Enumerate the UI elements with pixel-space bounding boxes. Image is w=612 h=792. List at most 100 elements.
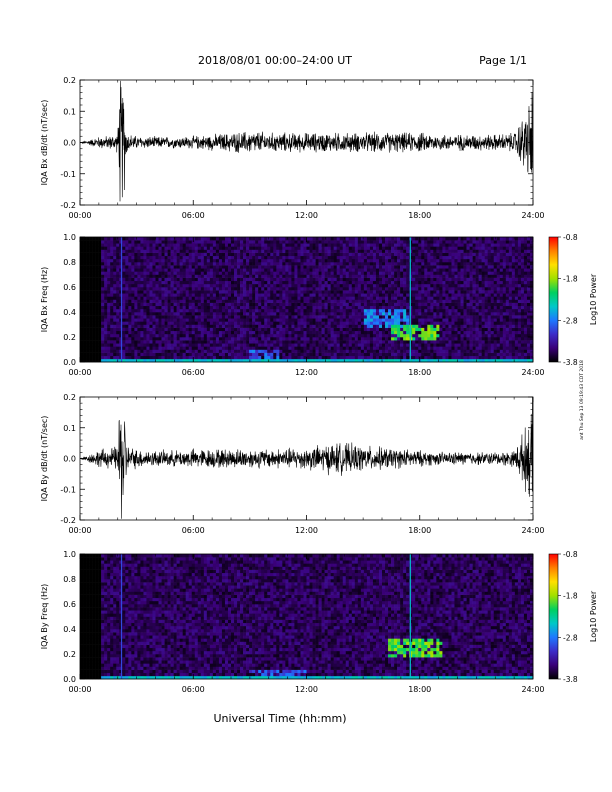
heatmap-cell (360, 358, 365, 363)
heatmap-cell (152, 318, 156, 322)
heatmap-cell (309, 274, 313, 278)
heatmap-cell (240, 302, 244, 307)
heatmap-cell (372, 237, 377, 241)
heatmap-cell (421, 355, 425, 360)
heatmap-cell (209, 287, 214, 291)
heatmap-cell (98, 283, 102, 288)
heatmap-cell (418, 293, 422, 297)
heatmap-cell (243, 324, 247, 328)
heatmap-cell (113, 349, 117, 353)
heatmap-cell (140, 299, 144, 303)
heatmap-cell (206, 358, 211, 363)
heatmap-cell (282, 324, 286, 328)
heatmap-cell (231, 315, 235, 319)
heatmap-cell (95, 302, 99, 307)
heatmap-cell (360, 249, 365, 253)
heatmap-cell (342, 268, 347, 272)
heatmap-cell (267, 355, 271, 360)
heatmap-cell (137, 349, 141, 353)
heatmap-cell (403, 349, 407, 353)
heatmap-cell (80, 321, 84, 325)
heatmap-cell (336, 352, 341, 357)
heatmap-cell (200, 268, 205, 272)
heatmap-cell (176, 330, 180, 335)
heatmap-cell (282, 268, 286, 272)
heatmap-cell (231, 330, 235, 335)
heatmap-cell (134, 327, 138, 332)
heatmap-cell (369, 308, 374, 313)
heatmap-cell (240, 321, 244, 325)
heatmap-cell (333, 327, 337, 332)
heatmap-cell (134, 265, 138, 269)
heatmap-cell (270, 324, 274, 328)
heatmap-cell (442, 340, 446, 344)
heatmap-cell (285, 252, 289, 257)
heatmap-cell (421, 265, 425, 269)
heatmap-cell (336, 321, 341, 325)
heatmap-cell (131, 358, 135, 363)
heatmap-cell (83, 302, 87, 307)
heatmap-cell (288, 243, 292, 247)
heatmap-cell (276, 240, 280, 244)
heatmap-cell (415, 271, 419, 275)
heatmap-cell (206, 280, 211, 285)
heatmap-cell (415, 308, 419, 313)
heatmap-cell (270, 355, 274, 360)
heatmap-cell (246, 262, 250, 266)
heatmap-cell (378, 293, 383, 297)
heatmap-cell (182, 274, 186, 278)
heatmap-cell (294, 240, 298, 244)
heatmap-cell (119, 265, 123, 269)
heatmap-cell (372, 262, 377, 266)
heatmap-cell (415, 258, 419, 263)
heatmap-cell (415, 249, 419, 253)
heatmap-cell (164, 346, 168, 350)
heatmap-cell (321, 324, 325, 328)
heatmap-cell (215, 262, 220, 266)
heatmap-cell (430, 346, 434, 350)
heatmap-cell (185, 352, 190, 357)
heatmap-cell (92, 358, 96, 363)
heatmap-cell (433, 358, 437, 363)
heatmap-cell (318, 324, 322, 328)
heatmap-cell (107, 333, 111, 338)
heatmap-cell (270, 255, 274, 260)
heatmap-cell (288, 290, 292, 294)
heatmap-cell (188, 337, 193, 341)
heatmap-cell (291, 287, 295, 291)
heatmap-cell (285, 330, 289, 335)
heatmap-cell (327, 299, 331, 303)
heatmap-cell (83, 355, 87, 360)
heatmap-cell (318, 321, 322, 325)
heatmap-cell (400, 355, 404, 360)
heatmap-cell (333, 271, 337, 275)
heatmap-cell (86, 308, 90, 313)
heatmap-cell (158, 283, 162, 288)
heatmap-cell (104, 252, 108, 257)
heatmap-cell (200, 258, 205, 263)
spectrogram-cells (80, 237, 534, 363)
heatmap-cell (95, 237, 99, 241)
heatmap-cell (285, 346, 289, 350)
heatmap-cell (261, 268, 265, 272)
heatmap-cell (110, 308, 114, 313)
heatmap-cell (336, 293, 341, 297)
heatmap-cell (203, 318, 208, 322)
heatmap-cell (110, 296, 114, 300)
heatmap-cell (382, 287, 386, 291)
heatmap-cell (439, 246, 443, 250)
heatmap-cell (200, 352, 205, 357)
heatmap-cell (191, 274, 196, 278)
heatmap-cell (161, 265, 165, 269)
heatmap-cell (418, 308, 422, 313)
heatmap-cell (218, 262, 223, 266)
heatmap-cell (80, 352, 84, 357)
heatmap-cell (400, 290, 404, 294)
heatmap-cell (342, 262, 347, 266)
heatmap-cell (246, 340, 250, 344)
heatmap-cell (249, 287, 253, 291)
heatmap-cell (430, 277, 434, 282)
heatmap-cell (288, 271, 292, 275)
heatmap-cell (415, 315, 419, 319)
heatmap-cell (327, 315, 331, 319)
